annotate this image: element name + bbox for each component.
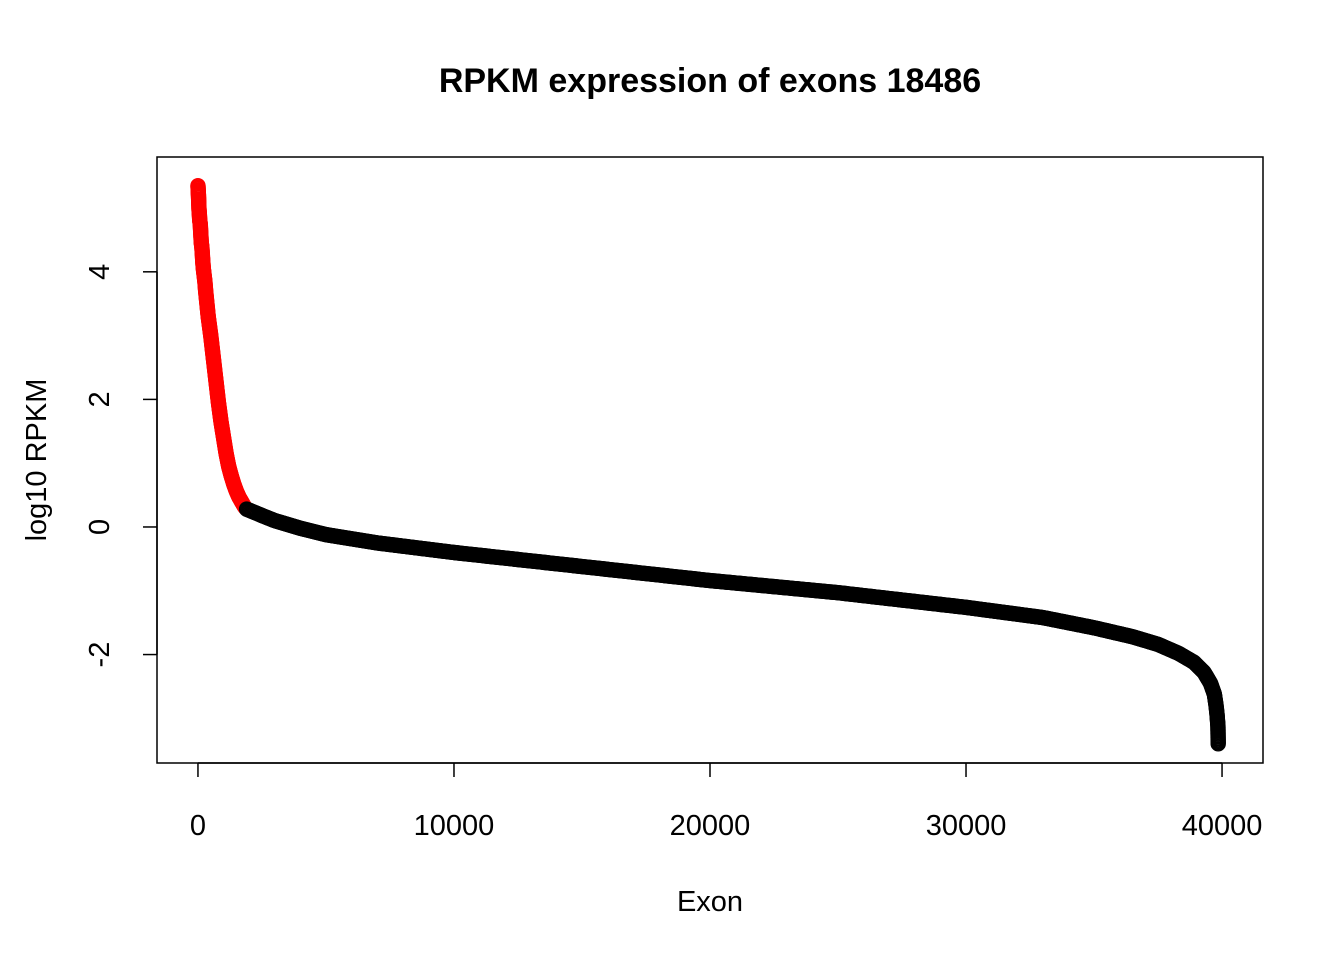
y-tick-label: -2 xyxy=(84,642,116,668)
y-tick-label: 4 xyxy=(84,264,116,280)
x-tick-label: 10000 xyxy=(414,810,495,842)
x-tick-label: 20000 xyxy=(670,810,751,842)
chart-title: RPKM expression of exons 18486 xyxy=(439,62,981,100)
x-tick-label: 40000 xyxy=(1182,810,1263,842)
data-point xyxy=(1210,736,1226,752)
x-axis: 0 10000 20000 30000 40000 xyxy=(190,762,1263,842)
y-tick-label: 2 xyxy=(84,391,116,407)
plot-frame xyxy=(156,156,1264,764)
y-tick-label: 0 xyxy=(84,519,116,535)
y-axis-label: log10 RPKM xyxy=(21,379,53,542)
x-tick-label: 0 xyxy=(190,810,206,842)
x-axis-label: Exon xyxy=(677,886,743,918)
x-tick-label: 30000 xyxy=(926,810,1007,842)
data-points xyxy=(190,178,1226,752)
y-axis: -2 0 2 4 xyxy=(84,264,158,668)
